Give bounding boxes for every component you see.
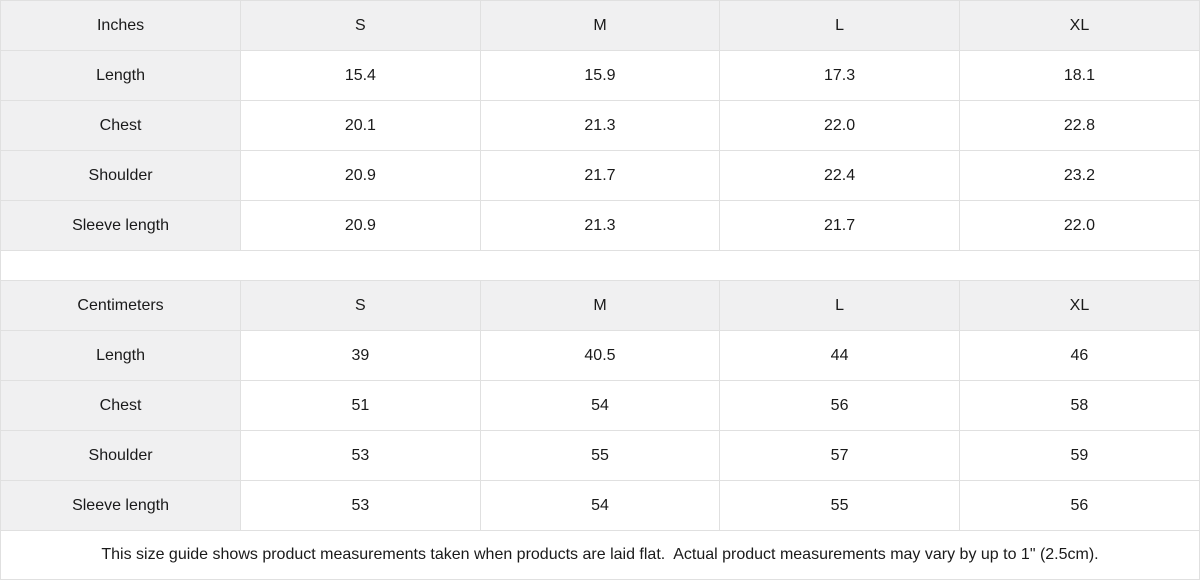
- row-label: Shoulder: [1, 430, 242, 481]
- row-label: Shoulder: [1, 150, 242, 201]
- inches-table: Inches S M L XL Length 15.4 15.9 17.3 18…: [1, 1, 1199, 251]
- cell-value: 23.2: [959, 150, 1199, 201]
- row-label: Length: [1, 330, 242, 381]
- cell-value: 20.9: [240, 200, 481, 251]
- cell-value: 51: [240, 380, 481, 431]
- cell-value: 54: [480, 480, 721, 531]
- table-row: Sleeve length 20.9 21.3 21.7 22.0: [1, 200, 1199, 251]
- cell-value: 22.4: [719, 150, 960, 201]
- unit-header-inches: Inches: [1, 1, 242, 51]
- cell-value: 59: [959, 430, 1199, 481]
- table-row: Length 15.4 15.9 17.3 18.1: [1, 50, 1199, 101]
- row-label: Sleeve length: [1, 480, 242, 531]
- cell-value: 21.3: [480, 200, 721, 251]
- size-guide-footnote: This size guide shows product measuremen…: [1, 531, 1199, 578]
- cell-value: 21.7: [719, 200, 960, 251]
- size-header-xl: XL: [959, 281, 1199, 331]
- centimeters-header-row: Centimeters S M L XL: [1, 281, 1199, 331]
- inches-header-row: Inches S M L XL: [1, 1, 1199, 51]
- cell-value: 56: [959, 480, 1199, 531]
- cell-value: 58: [959, 380, 1199, 431]
- cell-value: 40.5: [480, 330, 721, 381]
- cell-value: 55: [719, 480, 960, 531]
- cell-value: 15.9: [480, 50, 721, 101]
- row-label: Length: [1, 50, 242, 101]
- cell-value: 20.1: [240, 100, 481, 151]
- row-label: Chest: [1, 380, 242, 431]
- cell-value: 57: [719, 430, 960, 481]
- cell-value: 46: [959, 330, 1199, 381]
- table-row: Shoulder 53 55 57 59: [1, 430, 1199, 481]
- centimeters-table: Centimeters S M L XL Length 39 40.5 44 4…: [1, 281, 1199, 531]
- cell-value: 22.0: [959, 200, 1199, 251]
- unit-header-centimeters: Centimeters: [1, 281, 242, 331]
- size-header-m: M: [480, 281, 721, 331]
- cell-value: 21.7: [480, 150, 721, 201]
- cell-value: 55: [480, 430, 721, 481]
- cell-value: 20.9: [240, 150, 481, 201]
- cell-value: 44: [719, 330, 960, 381]
- size-header-m: M: [480, 1, 721, 51]
- cell-value: 56: [719, 380, 960, 431]
- table-row: Shoulder 20.9 21.7 22.4 23.2: [1, 150, 1199, 201]
- table-row: Length 39 40.5 44 46: [1, 330, 1199, 381]
- row-label: Chest: [1, 100, 242, 151]
- size-header-s: S: [240, 1, 481, 51]
- cell-value: 54: [480, 380, 721, 431]
- cell-value: 22.0: [719, 100, 960, 151]
- table-spacer: [1, 251, 1199, 281]
- cell-value: 17.3: [719, 50, 960, 101]
- table-row: Chest 51 54 56 58: [1, 380, 1199, 431]
- cell-value: 39: [240, 330, 481, 381]
- size-header-s: S: [240, 281, 481, 331]
- size-header-l: L: [719, 281, 960, 331]
- cell-value: 15.4: [240, 50, 481, 101]
- cell-value: 21.3: [480, 100, 721, 151]
- cell-value: 53: [240, 430, 481, 481]
- table-row: Sleeve length 53 54 55 56: [1, 480, 1199, 531]
- size-header-xl: XL: [959, 1, 1199, 51]
- table-row: Chest 20.1 21.3 22.0 22.8: [1, 100, 1199, 151]
- cell-value: 53: [240, 480, 481, 531]
- cell-value: 18.1: [959, 50, 1199, 101]
- size-header-l: L: [719, 1, 960, 51]
- cell-value: 22.8: [959, 100, 1199, 151]
- row-label: Sleeve length: [1, 200, 242, 251]
